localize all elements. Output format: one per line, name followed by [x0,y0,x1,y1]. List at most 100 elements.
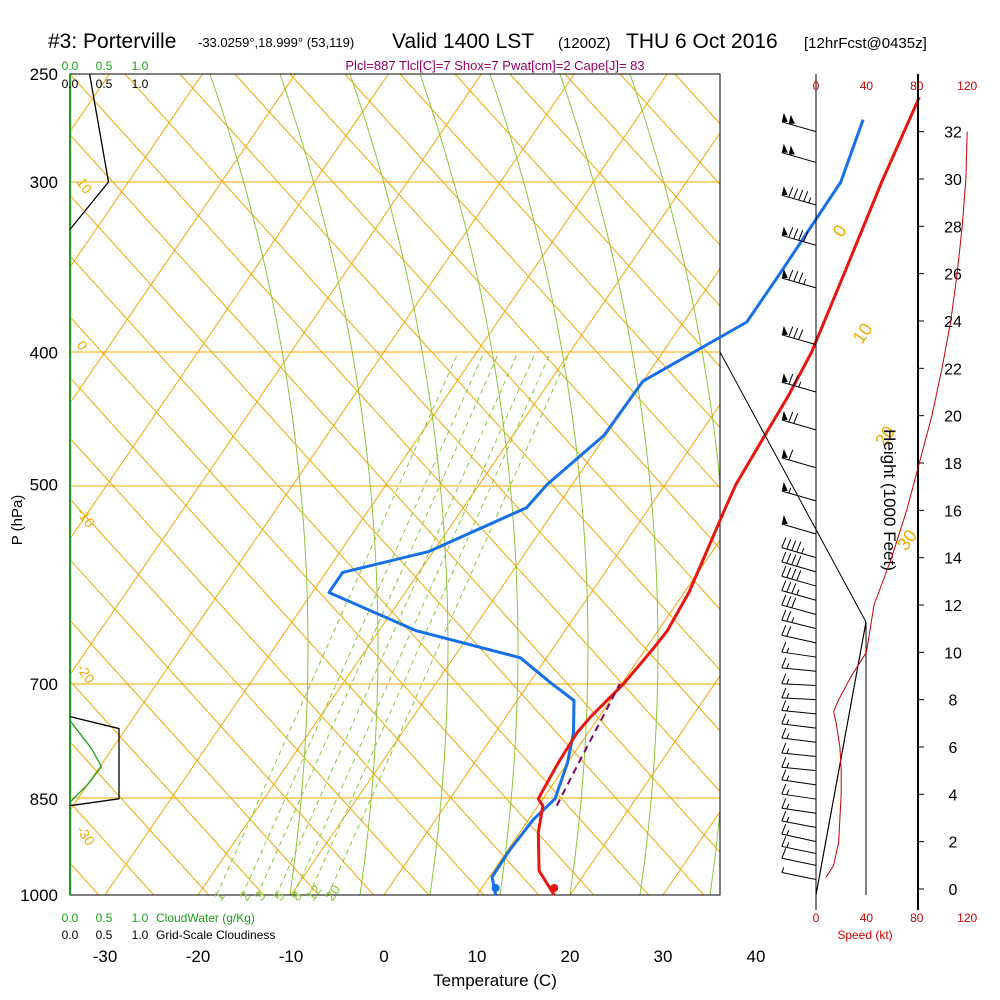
adiabat-label: -30 [74,823,99,849]
wind-barb [781,641,817,658]
wind-barb [781,594,817,615]
dewpoint-line [327,119,865,896]
mixing-ratio-label: 2 [236,888,254,904]
wind-barb [781,727,817,743]
skew-t-plot [70,74,1000,935]
wind-barb [781,269,817,289]
pressure-tick-label: 500 [30,476,58,495]
wind-barb [781,482,817,502]
wind-barb [781,867,817,881]
moist-adiabat-line [419,74,519,895]
dry-adiabat-line [840,74,1000,935]
height-tick-label: 2 [949,835,958,852]
isotherm-line [476,539,720,895]
station-coordinates: -33.0259°,18.999° (53,119) [198,35,355,50]
chart-title: #3: Porterville -33.0259°,18.999° (53,11… [0,30,1000,62]
cloudiness-caption: Grid-Scale Cloudiness [156,928,275,942]
cloudiness-profile-lower [69,716,120,807]
y-axis-label: P (hPa) [9,495,26,546]
dry-adiabat-line [70,316,595,895]
dry-adiabat-line [344,74,720,489]
temperature-tick-label: -20 [186,947,211,966]
height-tick-label: 14 [944,551,962,568]
isotherm-line [70,74,482,676]
wind-speed-line [825,131,968,878]
speed-tick-label: 120 [957,911,977,925]
wind-barb [781,112,817,133]
cloudiness-scale-label: 0.0 [62,928,79,942]
dry-adiabat-line [70,133,720,853]
dry-adiabat-line [564,74,720,246]
height-tick-label: 30 [944,172,962,189]
height-tick-label: 16 [944,503,962,520]
pressure-tick-label: 850 [30,790,58,809]
station-name: #3: Porterville [48,30,177,53]
isotherm-line [756,74,1000,895]
wind-barb [781,566,817,587]
isotherm-line [70,74,203,269]
wind-panel-outline [719,351,867,896]
dry-adiabat-line [70,376,540,895]
valid-time-utc: (1200Z) [558,35,611,52]
wind-barb [781,515,817,535]
mixing-ratio-line [308,352,552,895]
pressure-tick-label: 700 [30,675,58,694]
dry-adiabat-line [70,255,650,895]
mixing-ratio-label: 8 [288,888,306,904]
temperature-line [536,96,921,896]
cloud-water-profile [69,720,103,803]
dry-adiabat-line [70,680,265,895]
wind-barb [781,226,817,246]
cloud-water-scale-label: 0.5 [96,911,113,925]
moist-adiabat-line [629,74,720,895]
parcel-line [555,683,621,807]
moist-adiabat-line [279,74,379,895]
cloud-water-scale-label: 0.5 [96,59,113,73]
height-tick-label: 18 [944,456,962,473]
wind-barb [781,448,817,469]
wind-barb [781,823,817,843]
wind-barb [781,373,817,393]
dry-adiabat-line [399,74,720,428]
wind-barb [781,143,817,163]
cloudiness-scale-label: 0.5 [96,77,113,91]
isotherm-label: 10 [849,319,877,347]
cloud-water-scale-label: 1.0 [132,911,149,925]
wind-barb [781,783,817,800]
height-tick-label: 8 [949,693,958,710]
adiabat-label: 0 [74,338,92,354]
dry-adiabat-line [70,74,720,793]
cloudiness-profile-upper [69,73,110,230]
height-tick-label: 6 [949,740,958,757]
isotherm-line [70,74,389,540]
wind-barb [781,325,817,346]
height-axis-label: Height (1000 Feet) [880,429,899,571]
moist-adiabat-line [489,74,589,895]
dry-adiabat-line [70,558,375,895]
height-tick-label: 12 [944,598,962,615]
isotherm-line [849,74,1000,895]
wind-barb [781,798,817,814]
mixing-ratio-label: 5 [270,888,288,904]
temperature-tick-label: -10 [279,947,304,966]
moist-adiabat-line [209,74,309,895]
cloudiness-scale-label: 0.0 [62,77,79,91]
isotherm-line [942,74,1000,895]
dry-adiabat-line [454,74,720,368]
dry-adiabat-line [70,194,705,895]
cloud-water-caption: CloudWater (g/Kg) [156,911,255,925]
mixing-ratio-line [216,352,459,895]
pressure-tick-label: 400 [30,343,58,362]
wind-barb [781,580,817,601]
height-tick-label: 4 [949,787,958,804]
wind-barb [781,742,817,757]
cloudiness-scale-label: 1.0 [132,77,149,91]
valid-date: THU 6 Oct 2016 [626,30,778,53]
wind-barb [781,757,817,772]
isotherm-line [70,74,575,812]
wind-barb [781,700,817,715]
height-tick-label: 22 [944,361,962,378]
cloudiness-scale-label: 1.0 [132,928,149,942]
wind-barb [781,769,817,786]
